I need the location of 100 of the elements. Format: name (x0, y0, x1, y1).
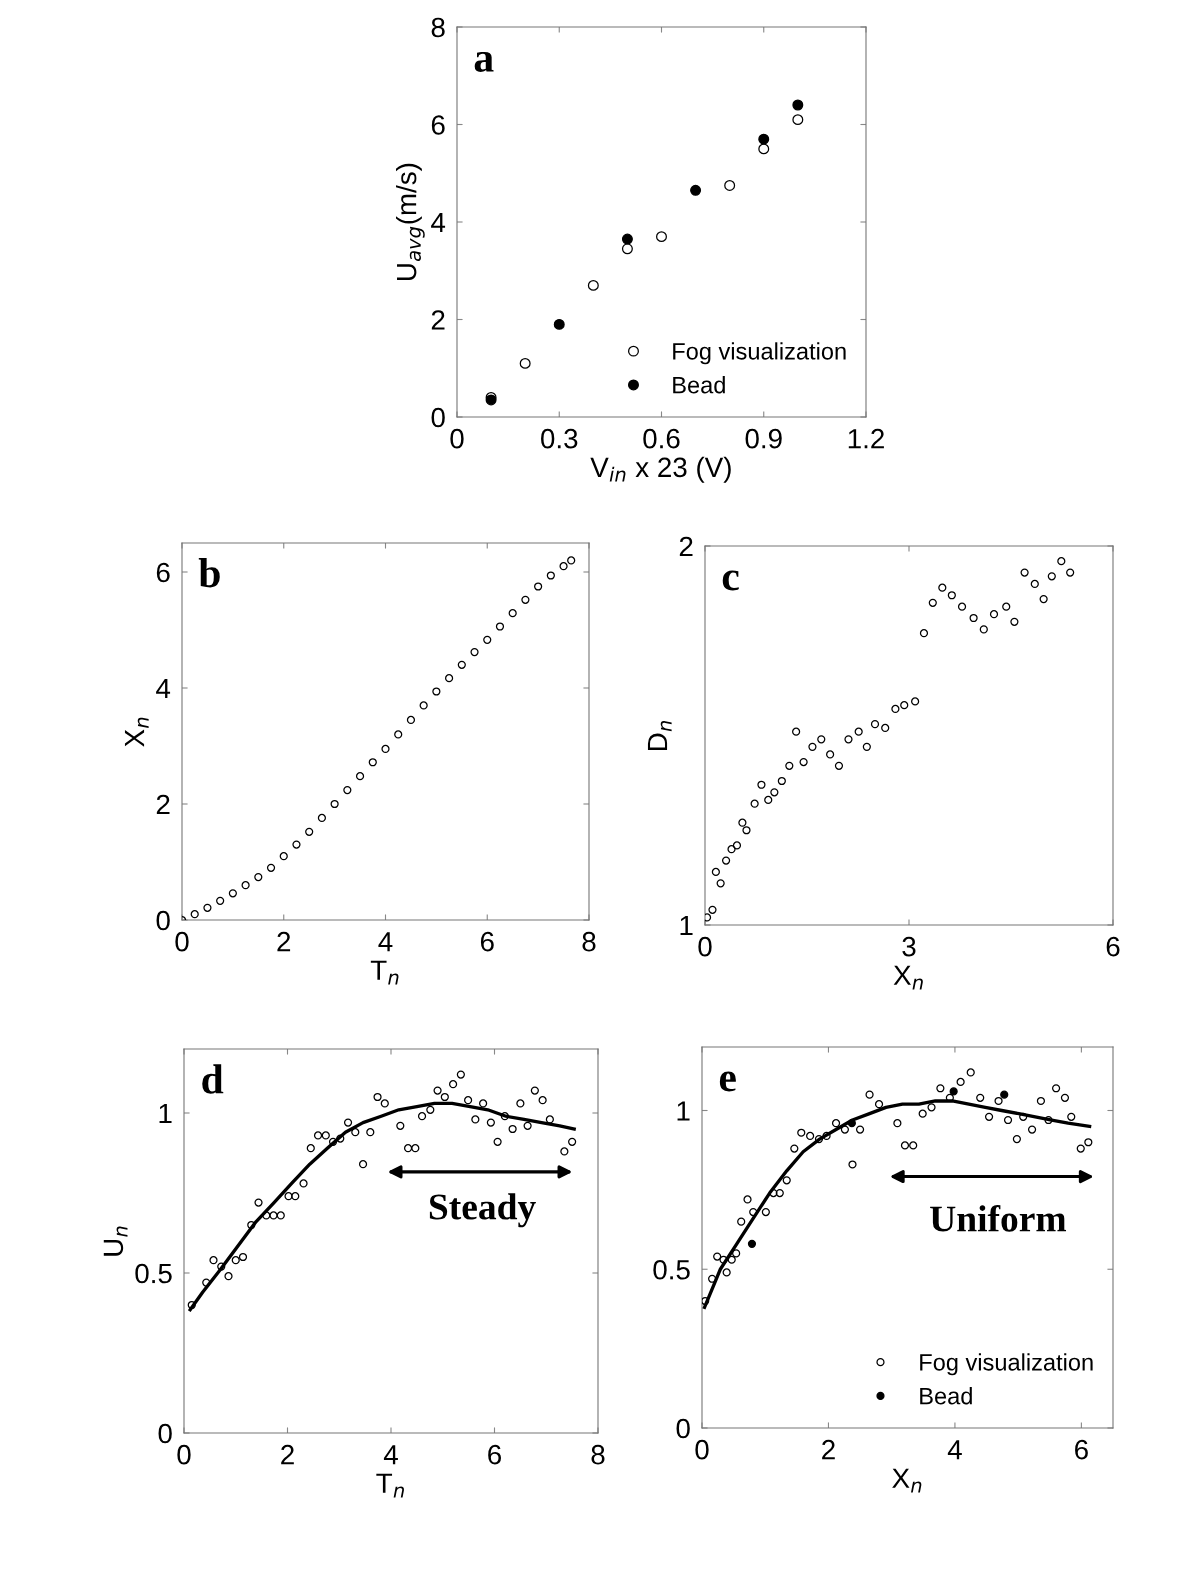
point (217, 1262, 226, 1271)
point (1039, 594, 1048, 604)
point (486, 1118, 495, 1127)
x-tick-label: 1.2 (848, 428, 884, 449)
point (519, 357, 531, 369)
x-tick-label: 6 (488, 1444, 501, 1465)
point (1027, 1125, 1037, 1134)
point (355, 772, 365, 781)
point (969, 613, 978, 623)
point (373, 1092, 382, 1102)
point (621, 233, 633, 245)
point (716, 879, 725, 888)
point (782, 1176, 791, 1185)
x-tick-label: 0 (175, 931, 189, 952)
point (534, 582, 543, 591)
x-tick-label: 6 (1106, 936, 1120, 957)
x-tick-label: 0.9 (745, 428, 782, 449)
y-tick-label: 0 (158, 1423, 172, 1444)
legend-label: Fog visualization (673, 342, 846, 365)
point (523, 1121, 532, 1130)
point (891, 704, 900, 714)
y-tick-label: 2 (679, 536, 693, 557)
point (822, 1131, 831, 1140)
point (440, 1092, 449, 1102)
point (305, 827, 314, 836)
point (228, 889, 237, 898)
legend-label: Fog visualization (920, 1353, 1093, 1376)
point (1002, 602, 1011, 611)
point (831, 1119, 841, 1128)
point (202, 1278, 211, 1287)
point (483, 635, 492, 644)
x-tick-label: 0 (698, 936, 712, 957)
point (814, 1134, 824, 1144)
point (1019, 1112, 1028, 1121)
chart-title: d (202, 1064, 224, 1094)
point (743, 1195, 752, 1204)
point (919, 629, 929, 638)
point (928, 598, 937, 607)
point (508, 609, 517, 618)
x-axis-title: V$_{in}$ x 23 (V) (590, 456, 731, 483)
y-tick-label: 0 (676, 1418, 690, 1439)
point (368, 758, 377, 767)
point (508, 1124, 517, 1134)
point (254, 1198, 263, 1207)
point (979, 625, 988, 634)
point (758, 143, 770, 155)
point (1051, 1084, 1061, 1093)
x-tick-label: 0 (695, 1439, 709, 1460)
point (708, 905, 717, 914)
point (567, 556, 576, 565)
point (521, 595, 530, 604)
y-tick-label: 0 (431, 407, 445, 428)
y-axis-title: U$_{avg}$(m/s) (396, 163, 425, 280)
point (826, 750, 835, 759)
point (266, 863, 276, 872)
point (862, 742, 871, 751)
point (770, 788, 779, 797)
y-tick-label: 6 (156, 562, 170, 583)
point (724, 179, 736, 191)
x-tick-label: 0.6 (643, 428, 680, 449)
point (1076, 1144, 1085, 1153)
y-tick-label: 0.5 (653, 1259, 690, 1280)
point (449, 1080, 458, 1089)
point (417, 1112, 427, 1121)
point (306, 1144, 315, 1153)
point (893, 1119, 902, 1128)
x-tick-label: 2 (822, 1439, 835, 1460)
point (719, 1255, 728, 1264)
point (187, 1300, 196, 1310)
point (947, 591, 956, 600)
point (411, 1144, 420, 1153)
x-tick-label: 6 (480, 931, 494, 952)
point (989, 610, 999, 619)
y-tick-label: 1 (159, 1103, 172, 1124)
point (1003, 1115, 1013, 1125)
x-tick-label: 4 (378, 932, 393, 952)
y-axis-title: U$_{n}$ (103, 1226, 128, 1256)
point (911, 697, 920, 706)
point (479, 1099, 488, 1108)
point (328, 1137, 338, 1146)
point (775, 1188, 784, 1198)
point (747, 1239, 757, 1248)
point (881, 723, 890, 733)
point (1060, 1093, 1070, 1102)
point (808, 742, 817, 751)
legend-label: Bead (673, 376, 725, 394)
point (865, 1090, 874, 1099)
point (966, 1068, 975, 1077)
point (231, 1256, 240, 1265)
point (708, 1274, 717, 1283)
x-tick-label: 2 (277, 931, 291, 952)
point (844, 735, 853, 744)
point (918, 1109, 927, 1118)
x-tick-label: 3 (902, 936, 916, 957)
point (568, 1137, 577, 1146)
y-tick-label: 4 (156, 678, 171, 699)
point (209, 1256, 218, 1265)
point (358, 1160, 368, 1169)
point (380, 1099, 389, 1108)
y-tick-label: 4 (431, 212, 446, 233)
